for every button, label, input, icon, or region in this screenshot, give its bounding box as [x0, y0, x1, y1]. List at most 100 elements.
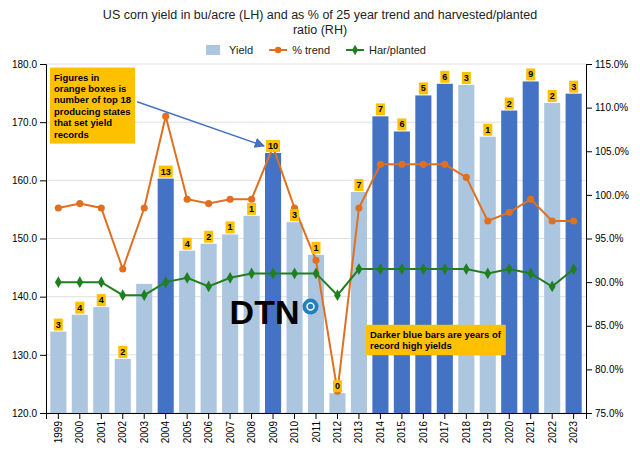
tick-label: 130.0 [12, 350, 37, 361]
bar [72, 315, 88, 413]
data-label: 7 [378, 104, 383, 114]
tick-label: 2002 [117, 421, 128, 444]
tick-label: 85.0% [595, 320, 623, 331]
legend: Yield% trendHar/planted [206, 44, 426, 56]
label-box [505, 98, 514, 110]
tick: 80.0% [586, 364, 623, 375]
tick-label: 2011 [311, 421, 322, 443]
bar [50, 332, 66, 413]
tick: 2010 [289, 413, 300, 443]
tick-label: 2021 [525, 421, 536, 444]
annotation-line: that set yield [54, 117, 112, 128]
marker [270, 268, 277, 280]
label-box [266, 140, 280, 152]
label-box [569, 81, 578, 93]
bar-label: 2 [548, 90, 557, 102]
annotation-line: Darker blue bars are years of [370, 329, 502, 340]
tick-mark [586, 369, 592, 370]
tick-mark [208, 413, 209, 419]
tick: 2015 [396, 413, 407, 443]
bar-label: 9 [526, 68, 535, 80]
tick: 2008 [246, 413, 257, 443]
tick: 1999 [53, 413, 64, 443]
bar-label: 3 [290, 209, 299, 221]
tick: 75.0% [586, 408, 623, 419]
tick: 2011 [311, 413, 322, 443]
logo-mark-inner [307, 303, 314, 310]
line-series [55, 263, 577, 301]
tick-label: 2005 [182, 421, 193, 444]
data-label: 2 [507, 99, 512, 109]
tick-mark [40, 297, 46, 298]
x-axis: 1999200020012002200320042005200620072008… [47, 413, 587, 443]
marker [291, 268, 298, 280]
marker [549, 217, 556, 224]
data-label: 2 [120, 347, 125, 357]
tick-label: 2008 [246, 421, 257, 444]
marker [141, 204, 148, 211]
tick-mark [573, 413, 574, 419]
legend-item: Har/planted [346, 44, 426, 56]
tick: 2006 [203, 413, 214, 443]
tick-mark [58, 413, 59, 419]
data-label: 7 [356, 180, 361, 190]
data-label: 1 [249, 204, 254, 214]
data-label: 3 [292, 210, 297, 220]
tick: 90.0% [586, 277, 623, 288]
tick: 115.0% [586, 59, 628, 70]
tick-label: 2007 [225, 421, 236, 444]
tick: 180.0 [12, 59, 46, 70]
tick-label: 2023 [568, 421, 579, 444]
tick-mark [187, 413, 188, 419]
bar-label: 5 [419, 82, 428, 94]
tick-label: 75.0% [595, 408, 623, 419]
tick-label: 2009 [268, 421, 279, 444]
chart-svg: 1999200020012002200320042005200620072008… [0, 0, 640, 459]
bar [115, 359, 131, 413]
bar-label: 1 [483, 124, 492, 136]
data-label: 10 [268, 141, 278, 151]
tick-mark [165, 413, 166, 419]
marker [184, 272, 191, 284]
tick-label: 110.0% [595, 102, 628, 113]
marker [248, 268, 255, 280]
marker [441, 161, 448, 168]
tick-mark [509, 413, 510, 419]
label-box [183, 238, 192, 250]
tick-mark [122, 413, 123, 419]
bar-label: 0 [333, 380, 342, 392]
legend-item: % trend [269, 44, 330, 56]
marker [441, 263, 448, 275]
bar [201, 244, 217, 413]
plot-area: 1999200020012002200320042005200620072008… [12, 59, 629, 444]
tick-label: 2022 [547, 421, 558, 444]
title-line: US corn yield in bu/acre (LH) and as % o… [103, 8, 537, 22]
tick-mark [316, 413, 317, 419]
marker [76, 200, 83, 207]
tick: 2014 [375, 413, 386, 443]
tick-label: 100.0% [595, 190, 629, 201]
bar [351, 192, 367, 413]
tick-label: 2018 [461, 421, 472, 444]
marker [76, 276, 83, 288]
bar-label: 1 [247, 203, 256, 215]
tick: 2000 [74, 413, 85, 443]
grid-line [46, 64, 586, 65]
label-box [118, 346, 127, 358]
logo-mark [302, 299, 318, 315]
data-label: 0 [335, 381, 340, 391]
tick-mark [466, 413, 467, 419]
tick: 2004 [160, 413, 171, 443]
marker [162, 276, 169, 288]
tick: 2009 [268, 413, 279, 443]
tick-mark [552, 413, 553, 419]
bar [158, 179, 174, 413]
annotation-text: Darker blue bars are years ofrecord high… [370, 329, 502, 351]
y2-axis: 75.0%80.0%85.0%90.0%95.0%100.0%105.0%110… [586, 59, 629, 419]
tick-mark [79, 413, 80, 419]
annotation-line: number of top 18 [54, 94, 131, 105]
bar [523, 81, 539, 413]
tick-mark [380, 413, 381, 419]
data-label: 6 [442, 72, 447, 82]
tick-label: 2019 [482, 421, 493, 444]
